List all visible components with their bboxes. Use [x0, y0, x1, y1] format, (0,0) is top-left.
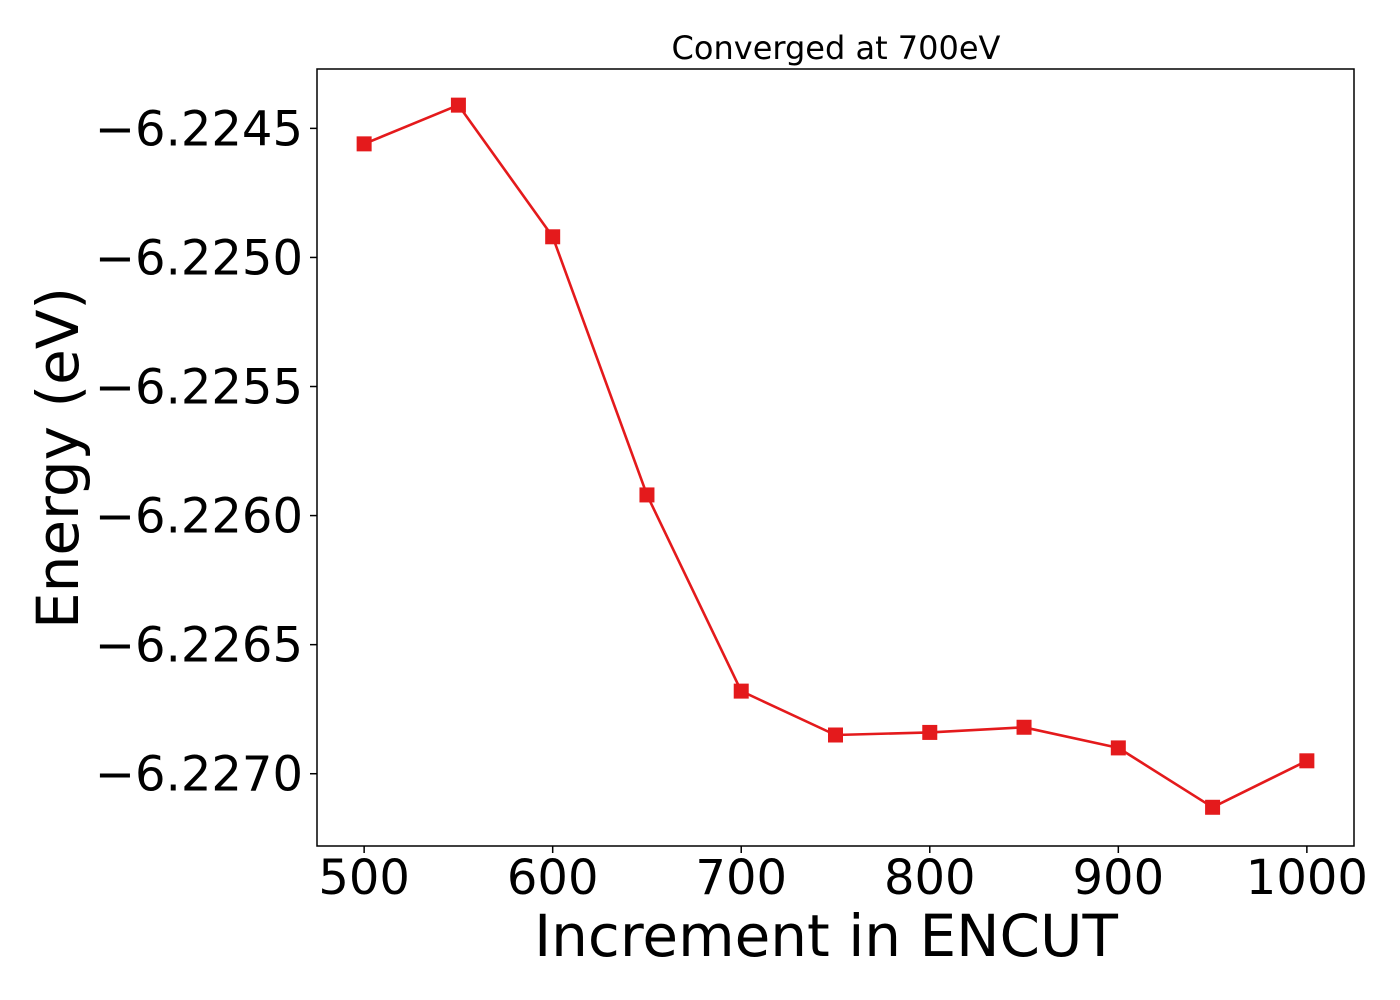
x-tick-label: 600 — [507, 850, 599, 906]
series-line — [363, 103, 1308, 809]
y-axis-ticks: −6.2245 −6.2250 −6.2255 −6.2260 −6.2265 −6.22… — [95, 101, 317, 803]
chart-title: Converged at 700eV — [672, 29, 1001, 67]
data-point-marker — [828, 727, 843, 743]
x-tick-label: 800 — [884, 850, 976, 906]
data-point-marker — [1299, 753, 1315, 769]
data-point-marker — [733, 683, 749, 699]
data-point-marker — [1016, 719, 1032, 735]
y-tick-label: −6.2250 — [95, 230, 303, 286]
data-point-marker — [1205, 799, 1221, 815]
y-tick-label: −6.2245 — [95, 101, 303, 157]
y-axis-label: Energy (eV) — [24, 287, 92, 629]
data-point-marker — [545, 229, 561, 245]
x-axis-label: Increment in ENCUT — [534, 902, 1118, 970]
data-point-marker — [450, 97, 466, 113]
x-tick-label: 1000 — [1246, 850, 1368, 906]
y-tick-label: −6.2270 — [95, 747, 303, 803]
data-point-marker — [922, 724, 938, 740]
y-tick-label: −6.2255 — [95, 360, 303, 416]
data-point-marker — [639, 487, 655, 503]
x-tick-label: 700 — [695, 850, 787, 906]
plot-frame — [316, 68, 1355, 847]
x-tick-label: 500 — [318, 850, 410, 906]
y-tick-label: −6.2265 — [95, 618, 303, 674]
data-point-marker — [1110, 740, 1126, 756]
x-tick-label: 900 — [1073, 850, 1165, 906]
data-point-marker — [356, 136, 372, 152]
y-tick-label: −6.2260 — [95, 489, 303, 545]
x-axis-ticks: 500 600 700 800 900 1000 — [318, 846, 1368, 906]
plot-area — [316, 68, 1355, 847]
